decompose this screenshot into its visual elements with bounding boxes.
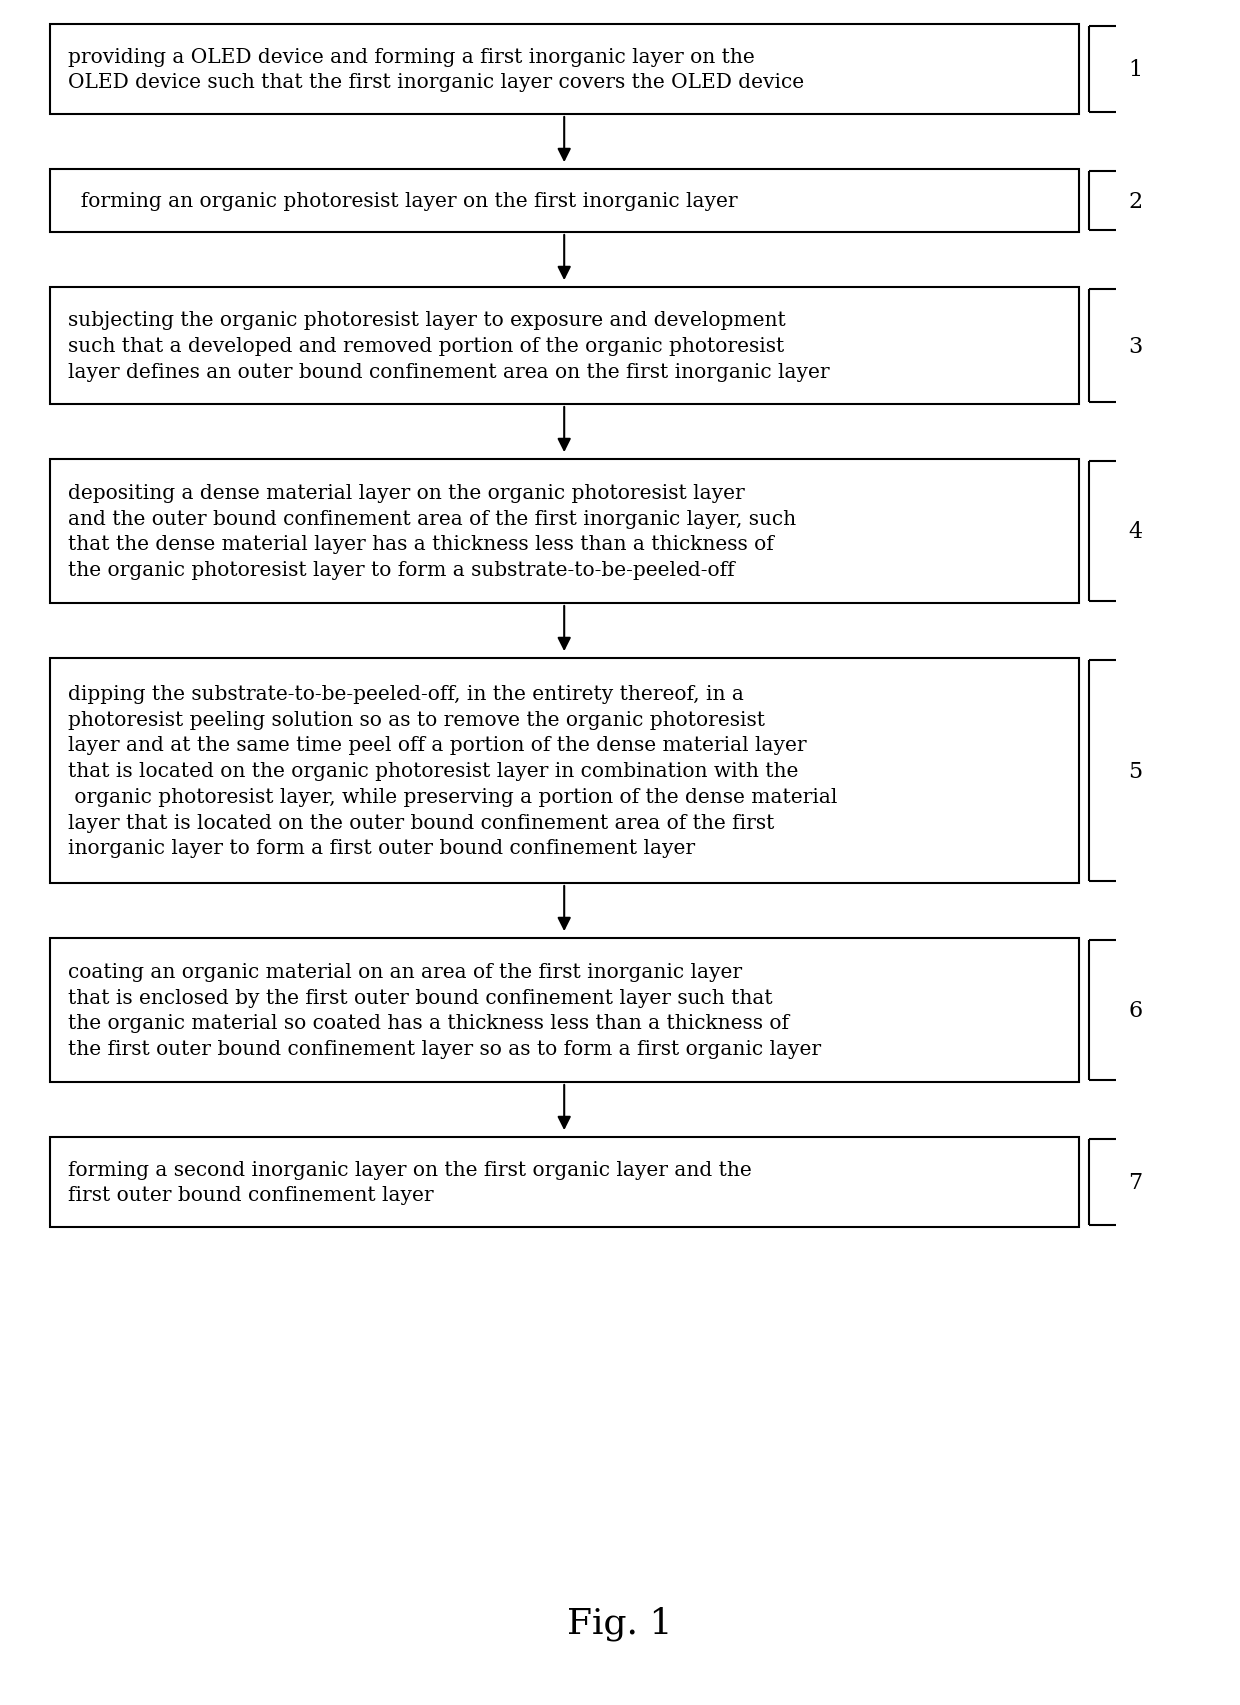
Text: forming an organic photoresist layer on the first inorganic layer: forming an organic photoresist layer on …	[68, 193, 738, 211]
Text: depositing a dense material layer on the organic photoresist layer
and the outer: depositing a dense material layer on the…	[68, 484, 796, 580]
Bar	[50, 26, 1079, 114]
Bar	[50, 938, 1079, 1083]
Text: 7: 7	[1128, 1171, 1142, 1193]
Text: subjecting the organic photoresist layer to exposure and development
such that a: subjecting the organic photoresist layer…	[68, 310, 830, 382]
Text: 4: 4	[1128, 520, 1142, 542]
Text: coating an organic material on an area of the first inorganic layer
that is encl: coating an organic material on an area o…	[68, 962, 821, 1059]
Text: dipping the substrate-to-be-peeled-off, in the entirety thereof, in a
photoresis: dipping the substrate-to-be-peeled-off, …	[68, 684, 837, 858]
Text: providing a OLED device and forming a first inorganic layer on the
OLED device s: providing a OLED device and forming a fi…	[68, 48, 805, 92]
Bar	[50, 1137, 1079, 1228]
Bar	[50, 288, 1079, 404]
Text: Fig. 1: Fig. 1	[567, 1606, 673, 1640]
Bar	[50, 170, 1079, 234]
Text: 3: 3	[1128, 336, 1142, 358]
Text: 6: 6	[1128, 999, 1142, 1021]
Bar	[50, 658, 1079, 883]
Bar	[50, 460, 1079, 604]
Text: 5: 5	[1128, 760, 1142, 783]
Text: 2: 2	[1128, 191, 1142, 213]
Text: forming a second inorganic layer on the first organic layer and the
first outer : forming a second inorganic layer on the …	[68, 1159, 751, 1205]
Text: 1: 1	[1128, 60, 1142, 80]
